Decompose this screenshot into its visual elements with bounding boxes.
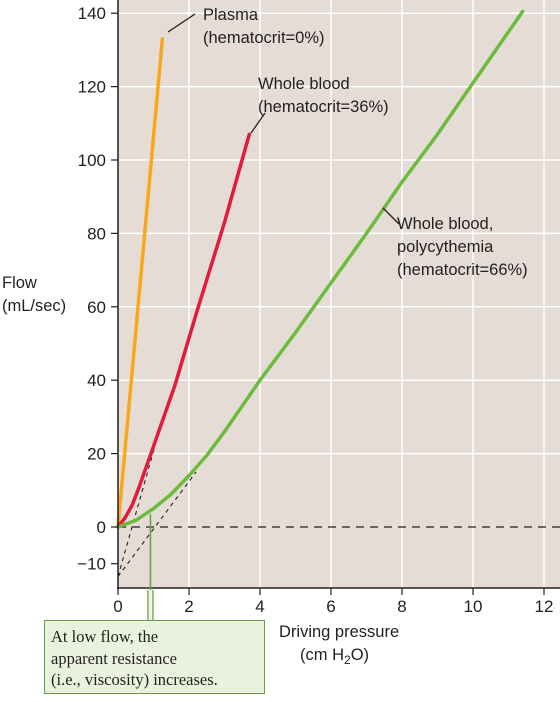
polycythemia-label-line-3: (hematocrit=66%)	[397, 261, 528, 279]
x-axis-title-line-2: (cm H2O)	[300, 646, 369, 667]
y-tick-label: 0	[97, 518, 106, 537]
x-tick-label: 8	[397, 597, 406, 616]
x-axis-unit-prefix: (cm H	[300, 646, 344, 664]
y-axis-title-line-2: (mL/sec)	[2, 297, 66, 315]
whole-blood-label-line-2: (hematocrit=36%)	[258, 98, 389, 116]
plasma-label-line-1: Plasma	[203, 6, 259, 24]
axes	[117, 0, 560, 589]
x-axis-title: Driving pressure (cm H2O)	[279, 623, 399, 667]
plasma-line	[116, 37, 165, 529]
x-tick-label: 10	[464, 597, 483, 616]
y-tick-label: 140	[78, 4, 106, 23]
y-tick-label: −10	[77, 555, 106, 574]
data-series	[116, 9, 525, 529]
callout-line-3: (i.e., viscosity) increases.	[51, 670, 218, 689]
x-axis-title-line-1: Driving pressure	[279, 623, 399, 641]
y-axis-title: Flow (mL/sec)	[2, 274, 66, 315]
y-tick-label: 80	[87, 224, 106, 243]
y-tick-label: 20	[87, 445, 106, 464]
y-tick-label: 120	[78, 78, 106, 97]
extrapolation-dashed-line-2	[117, 471, 197, 577]
x-axis-unit-subscript: 2	[344, 653, 351, 667]
polycythemia-label-line-2: polycythemia	[397, 238, 494, 256]
whole-blood-label-line-1: Whole blood	[258, 75, 350, 93]
x-axis-unit-suffix: O)	[351, 646, 369, 664]
x-tick-label: 12	[535, 597, 554, 616]
callout-line-2: apparent resistance	[51, 648, 177, 668]
gridlines	[118, 0, 560, 588]
series-labels: Plasma (hematocrit=0%) Whole blood (hematoc…	[203, 6, 528, 279]
polycythemia-label-leader	[382, 207, 400, 225]
y-tick-label: 60	[87, 298, 106, 317]
plot-area	[118, 0, 560, 588]
x-tick-label: 2	[184, 597, 193, 616]
whole-blood-label-leader	[250, 112, 266, 134]
plasma-label-leader	[167, 13, 196, 33]
callout-line-1: At low flow, the	[51, 627, 159, 646]
plasma-label-line-2: (hematocrit=0%)	[203, 29, 325, 47]
axis-ticks: 140 120 100 80 60 40 20 0 −10 0 2 4 6 8 10 12	[77, 4, 553, 616]
polycythemia-line	[116, 9, 525, 529]
x-tick-label: 4	[255, 597, 264, 616]
x-tick-label: 0	[113, 597, 122, 616]
label-leader-lines	[167, 13, 400, 225]
x-tick-label: 6	[326, 597, 335, 616]
y-tick-label: 40	[87, 371, 106, 390]
whole-blood-line	[116, 132, 252, 529]
y-axis-title-line-1: Flow	[2, 274, 37, 292]
low-flow-callout: At low flow, the apparent resistance (i.…	[44, 620, 265, 694]
y-tick-label: 100	[78, 151, 106, 170]
polycythemia-label-line-1: Whole blood,	[397, 215, 493, 233]
